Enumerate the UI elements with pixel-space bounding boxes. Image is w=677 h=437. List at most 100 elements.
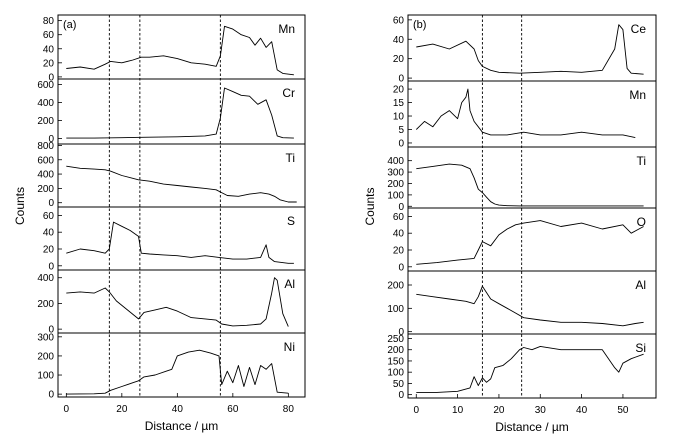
y-tick-label: 60: [43, 211, 55, 222]
y-tick-label: 200: [37, 299, 54, 310]
y-tick-label: 400: [387, 156, 404, 167]
series-label: Ti: [636, 154, 646, 168]
y-tick-label: 300: [37, 332, 54, 343]
series-line-ni: [66, 349, 289, 395]
subplot-frame: [57, 78, 306, 145]
x-tick-label: 50: [617, 405, 629, 416]
series-label: Ce: [631, 22, 647, 36]
series-line-cr: [66, 87, 294, 139]
y-tick-label: 0: [48, 261, 54, 272]
y-tick-label: 0: [48, 390, 54, 401]
x-tick-label: 20: [116, 404, 128, 415]
y-tick-label: 800: [37, 141, 54, 152]
subplot-ni: 0 100 200 300 Ni: [37, 332, 306, 401]
y-tick-label: 0: [48, 198, 54, 209]
y-tick-label: 400: [37, 98, 54, 109]
y-tick-label: 300: [387, 168, 404, 179]
y-tick-label: 40: [43, 44, 55, 55]
subplot-mn: 0 20 40 60 80 Mn: [43, 14, 306, 83]
y-tick-label: 60: [393, 212, 405, 223]
y-tick-label: 100: [37, 371, 54, 382]
y-tick-label: 0: [398, 138, 404, 149]
y-tick-label: 15: [393, 98, 405, 109]
x-tick-label: 0: [64, 404, 70, 415]
subplot-ce: 0 20 40 60 Ce: [393, 14, 657, 85]
series-label: Al: [635, 278, 646, 292]
y-tick-label: 200: [37, 351, 54, 362]
y-tick-label: 150: [387, 356, 404, 367]
series-label: Mn: [629, 88, 646, 102]
y-tick-label: 200: [37, 116, 54, 127]
subplot-frame: [57, 269, 306, 334]
y-tick-label: 20: [393, 54, 405, 65]
x-tick-label: 60: [227, 404, 239, 415]
subplot-cr: 0 200 400 600 Cr: [37, 78, 306, 145]
y-tick-label: 20: [43, 245, 55, 256]
series-label: Ti: [285, 151, 295, 165]
series-label: Mn: [278, 22, 295, 36]
subplot-frame: [57, 14, 306, 80]
series-line-mn: [66, 25, 294, 76]
y-tick-label: 0: [48, 72, 54, 83]
y-tick-label: 400: [37, 170, 54, 181]
series-line-ti: [416, 163, 644, 207]
x-tick-label: 20: [493, 405, 505, 416]
subplot-o: 0 20 40 60 O: [393, 207, 657, 273]
subplot-ti: 0 200 400 600 800 Ti: [37, 141, 306, 209]
series-label: S: [287, 214, 295, 228]
y-tick-label: 0: [398, 262, 404, 273]
y-tick-label: 600: [37, 155, 54, 166]
y-tick-label: 0: [398, 202, 404, 213]
x-tick-label: 40: [172, 404, 184, 415]
y-tick-label: 200: [387, 281, 404, 292]
panel-label: (a): [63, 19, 76, 31]
x-axis-label: Distance / µm: [145, 419, 219, 433]
x-axis-label: Distance / µm: [495, 420, 569, 434]
panel-a: 020406080Mn0200400600Cr0200400600800Ti02…: [13, 14, 306, 433]
y-tick-label: 60: [393, 15, 405, 26]
y-tick-label: 0: [398, 327, 404, 338]
y-tick-label: 400: [37, 273, 54, 284]
y-axis-label: Counts: [13, 187, 27, 225]
subplot-frame: [57, 206, 306, 271]
series-line-mn: [415, 88, 636, 139]
series-label: Cr: [282, 86, 295, 100]
y-tick-label: 200: [37, 184, 54, 195]
y-tick-label: 0: [398, 390, 404, 401]
y-tick-label: 200: [387, 345, 404, 356]
y-tick-label: 0: [48, 134, 54, 145]
y-tick-label: 40: [393, 229, 405, 240]
y-tick-label: 40: [43, 228, 55, 239]
y-tick-label: 0: [48, 325, 54, 336]
y-tick-label: 20: [393, 85, 405, 96]
y-axis-label: Counts: [363, 187, 377, 225]
y-tick-label: 50: [393, 379, 405, 390]
x-tick-label: 0: [413, 405, 419, 416]
series-line-ce: [416, 24, 644, 75]
subplot-frame: [407, 146, 657, 209]
series-line-s: [66, 221, 294, 264]
subplot-frame: [57, 332, 306, 398]
y-tick-label: 100: [387, 368, 404, 379]
y-tick-label: 0: [398, 74, 404, 85]
y-tick-label: 20: [393, 246, 405, 257]
x-tick-label: 30: [535, 405, 547, 416]
y-tick-label: 40: [393, 35, 405, 46]
y-tick-label: 100: [387, 304, 404, 315]
subplot-al: 0 200 400 Al: [37, 269, 306, 336]
y-tick-label: 200: [387, 179, 404, 190]
x-tick-label: 10: [452, 405, 464, 416]
series-line-si: [416, 345, 644, 393]
y-tick-label: 600: [37, 80, 54, 91]
panel-label: (b): [413, 19, 426, 31]
series-label: O: [637, 215, 646, 229]
series-line-al: [66, 277, 289, 327]
series-line-ti: [66, 165, 297, 203]
series-line-o: [416, 220, 644, 265]
series-label: Al: [284, 277, 295, 291]
subplot-frame: [57, 143, 306, 208]
series-label: Si: [635, 341, 646, 355]
